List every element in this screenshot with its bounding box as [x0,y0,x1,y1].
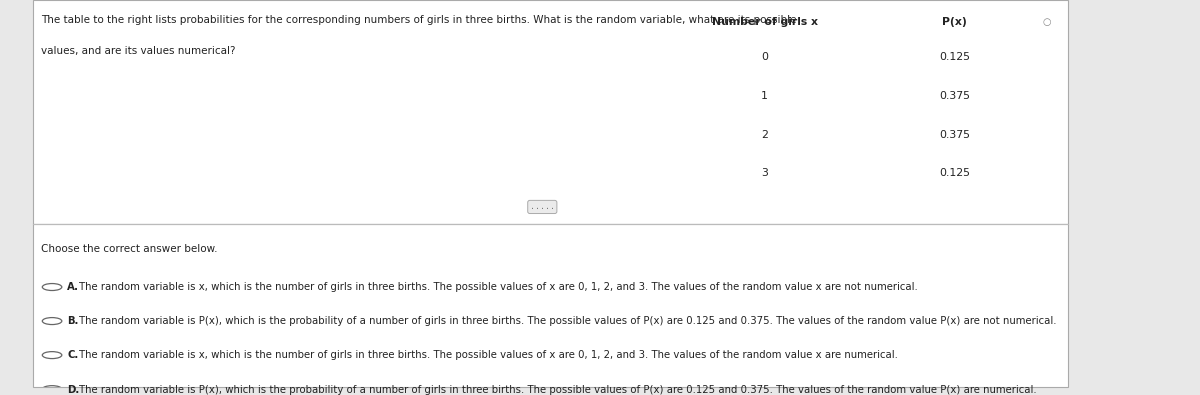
Text: 3: 3 [761,168,768,178]
Text: The random variable is P(x), which is the probability of a number of girls in th: The random variable is P(x), which is th… [79,316,1057,326]
Text: .....: ..... [530,203,554,211]
Text: P(x): P(x) [942,17,967,27]
Text: D.: D. [67,384,79,395]
Text: Choose the correct answer below.: Choose the correct answer below. [41,244,217,254]
Text: A.: A. [67,282,79,292]
Text: 2: 2 [761,130,768,139]
Text: ○: ○ [1043,17,1051,27]
FancyBboxPatch shape [32,224,1068,387]
Text: 0.375: 0.375 [938,91,970,101]
Text: 0.125: 0.125 [938,52,970,62]
Text: C.: C. [67,350,78,361]
Text: 0: 0 [761,52,768,62]
Text: The table to the right lists probabilities for the corresponding numbers of girl: The table to the right lists probabiliti… [41,15,797,25]
Text: B.: B. [67,316,79,326]
Text: values, and are its values numerical?: values, and are its values numerical? [41,47,235,56]
Text: 0.125: 0.125 [938,168,970,178]
Text: The random variable is P(x), which is the probability of a number of girls in th: The random variable is P(x), which is th… [79,384,1037,395]
Text: Number of girls x: Number of girls x [712,17,817,27]
FancyBboxPatch shape [32,0,1068,224]
Text: 1: 1 [761,91,768,101]
Text: 0.375: 0.375 [938,130,970,139]
Text: The random variable is x, which is the number of girls in three births. The poss: The random variable is x, which is the n… [79,350,898,361]
Text: The random variable is x, which is the number of girls in three births. The poss: The random variable is x, which is the n… [79,282,918,292]
